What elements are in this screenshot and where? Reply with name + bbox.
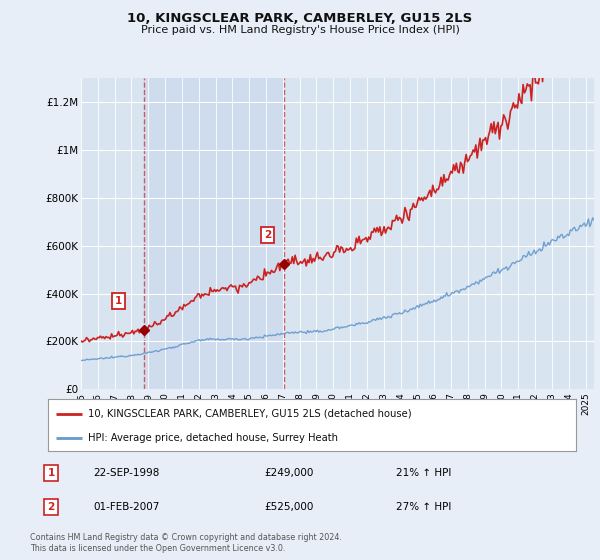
Text: 22-SEP-1998: 22-SEP-1998: [93, 468, 160, 478]
Text: Contains HM Land Registry data © Crown copyright and database right 2024.
This d: Contains HM Land Registry data © Crown c…: [30, 533, 342, 553]
Text: 10, KINGSCLEAR PARK, CAMBERLEY, GU15 2LS (detached house): 10, KINGSCLEAR PARK, CAMBERLEY, GU15 2LS…: [88, 409, 411, 419]
Text: 2: 2: [264, 230, 271, 240]
Text: 01-FEB-2007: 01-FEB-2007: [93, 502, 160, 512]
Text: 1: 1: [115, 296, 122, 306]
Text: Price paid vs. HM Land Registry's House Price Index (HPI): Price paid vs. HM Land Registry's House …: [140, 25, 460, 35]
Text: 27% ↑ HPI: 27% ↑ HPI: [396, 502, 451, 512]
Text: £525,000: £525,000: [264, 502, 313, 512]
Text: £249,000: £249,000: [264, 468, 313, 478]
Text: 21% ↑ HPI: 21% ↑ HPI: [396, 468, 451, 478]
Text: 1: 1: [47, 468, 55, 478]
Bar: [143, 78, 284, 389]
Text: 10, KINGSCLEAR PARK, CAMBERLEY, GU15 2LS: 10, KINGSCLEAR PARK, CAMBERLEY, GU15 2LS: [127, 12, 473, 25]
Text: HPI: Average price, detached house, Surrey Heath: HPI: Average price, detached house, Surr…: [88, 433, 338, 443]
Text: 2: 2: [47, 502, 55, 512]
